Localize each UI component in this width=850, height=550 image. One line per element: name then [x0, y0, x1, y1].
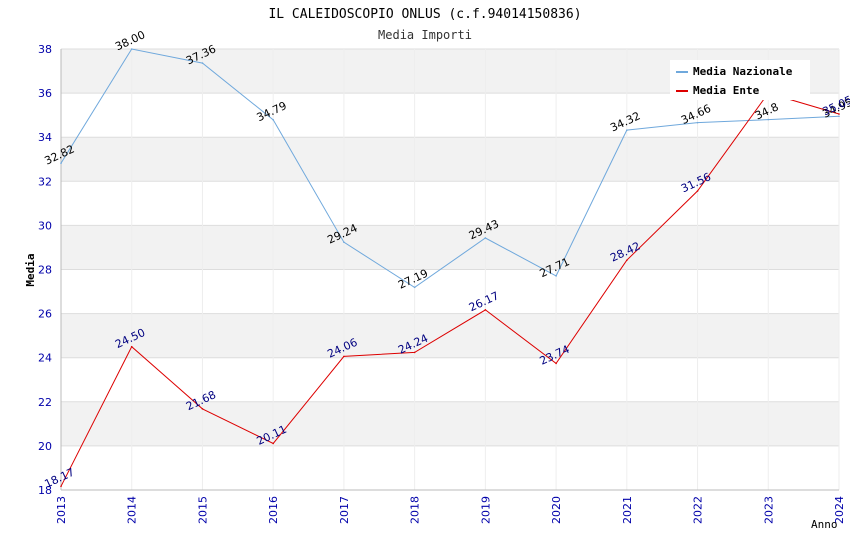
- data-label: 27.19: [396, 267, 430, 292]
- data-point: [130, 48, 133, 50]
- data-point: [767, 118, 770, 121]
- data-label: 34.32: [608, 109, 642, 134]
- y-tick-label: 30: [38, 219, 52, 232]
- y-tick-label: 34: [38, 131, 52, 144]
- data-point: [60, 162, 62, 165]
- data-point: [555, 275, 557, 277]
- legend-box: [670, 60, 810, 100]
- x-tick-label: 2022: [692, 496, 705, 524]
- data-point: [60, 485, 62, 488]
- x-tick-label: 2015: [196, 496, 209, 524]
- data-point: [626, 259, 628, 262]
- legend-label-media-nazionale: Media Nazionale: [693, 65, 793, 78]
- data-label: 18.17: [42, 466, 76, 491]
- data-point: [272, 442, 274, 445]
- y-tick-label: 18: [38, 484, 52, 497]
- data-point: [626, 129, 628, 131]
- y-tick-label: 22: [38, 396, 52, 409]
- x-tick-label: 2023: [762, 496, 775, 524]
- y-tick-label: 36: [38, 87, 52, 100]
- data-point: [696, 121, 699, 124]
- data-point: [130, 345, 133, 348]
- data-point: [838, 113, 840, 115]
- data-point: [413, 351, 416, 354]
- x-tick-label: 2021: [621, 496, 634, 524]
- grid-band: [61, 401, 839, 446]
- chart-title: IL CALEIDOSCOPIO ONLUS (c.f.94014150836): [268, 7, 581, 22]
- grid-band: [61, 313, 839, 358]
- x-tick-label: 2019: [479, 496, 492, 524]
- y-tick-labels: 18 20 22 24 26 28 30 32 34 36 38: [38, 43, 52, 497]
- x-tick-label: 2013: [55, 496, 68, 524]
- x-tick-label: 2018: [409, 496, 422, 524]
- series-line-media-ente: [60, 92, 840, 487]
- data-point: [838, 115, 840, 118]
- axes: [60, 49, 839, 491]
- data-label: 34.79: [255, 99, 289, 124]
- x-tick-label: 2016: [267, 496, 280, 524]
- x-tick-label: 2014: [126, 496, 139, 524]
- series-line-media-nazionale: [60, 48, 840, 289]
- data-point: [484, 237, 487, 239]
- data-point: [484, 309, 487, 311]
- x-tick-label: 2020: [550, 496, 563, 524]
- data-point: [555, 362, 557, 365]
- data-point: [413, 286, 416, 289]
- y-tick-label: 38: [38, 43, 52, 56]
- grid-bands: [61, 49, 839, 446]
- y-axis-label: Media: [24, 253, 37, 286]
- x-tick-labels: 2013 2014 2015 2016 2017 2018 2019 2020 2021 2022…: [55, 496, 846, 524]
- y-tick-label: 32: [38, 175, 52, 188]
- legend-label-media-ente: Media Ente: [693, 84, 760, 97]
- chart-subtitle: Media Importi: [378, 28, 472, 42]
- grid-band: [61, 137, 839, 182]
- x-tick-label: 2024: [833, 496, 846, 524]
- data-point: [696, 190, 699, 192]
- y-tick-label: 20: [38, 440, 52, 453]
- data-point: [343, 355, 345, 358]
- data-point: [201, 408, 204, 410]
- y-tick-label: 28: [38, 264, 52, 277]
- x-tick-label: 2017: [338, 496, 351, 524]
- x-axis-label: Anno: [811, 518, 838, 531]
- y-tick-label: 26: [38, 308, 52, 321]
- y-tick-label: 24: [38, 352, 52, 365]
- data-point: [272, 118, 274, 121]
- data-point: [201, 62, 204, 64]
- legend: Media Nazionale Media Ente: [670, 60, 810, 100]
- data-point: [343, 241, 345, 243]
